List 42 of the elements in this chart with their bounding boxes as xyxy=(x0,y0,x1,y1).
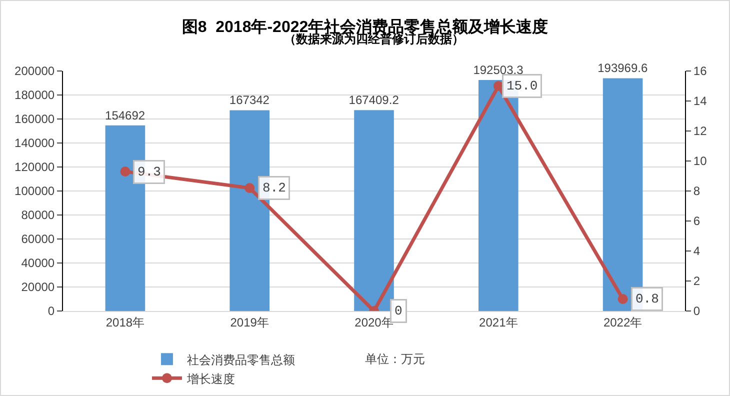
y-tick-label: 20000 xyxy=(21,280,55,294)
x-tick-label: 2018年 xyxy=(106,315,145,330)
data-label: 192503.3 xyxy=(473,63,524,77)
x-tick-label: 2021年 xyxy=(479,315,518,330)
point xyxy=(493,81,504,91)
data-label: 8.2 xyxy=(262,180,286,196)
y-tick-label: 180000 xyxy=(14,88,55,102)
y2-tick-label: 0 xyxy=(693,304,700,318)
x-tick-label: 2022年 xyxy=(603,315,642,330)
x-tick-label: 2019年 xyxy=(230,315,269,330)
y2-tick-label: 4 xyxy=(693,244,700,258)
y2-tick-label: 10 xyxy=(693,154,708,168)
legend-label: 增长速度 xyxy=(186,372,235,386)
legend-label: 社会消费品零售总额 xyxy=(186,352,295,367)
bar xyxy=(354,110,394,311)
point xyxy=(618,294,628,304)
data-label: 193969.6 xyxy=(598,61,648,76)
y-tick-label: 80000 xyxy=(21,208,55,222)
y-tick-label: 100000 xyxy=(14,184,55,198)
y2-tick-label: 2 xyxy=(693,274,700,288)
data-label: 167342 xyxy=(229,93,270,108)
point xyxy=(244,183,255,193)
y2-tick-label: 12 xyxy=(693,124,708,138)
data-label: 0 xyxy=(394,304,402,318)
y2-tick-label: 8 xyxy=(693,184,700,198)
y-tick-label: 40000 xyxy=(21,256,55,270)
data-label: 15.0 xyxy=(506,78,538,94)
y2-tick-label: 16 xyxy=(693,64,708,78)
y2-tick-label: 14 xyxy=(693,94,708,108)
data-label: 0.8 xyxy=(636,292,659,306)
y-tick-label: 120000 xyxy=(14,160,55,174)
y-tick-label: 200000 xyxy=(14,64,55,78)
y-tick-label: 0 xyxy=(48,304,55,318)
text: 单位：万元 xyxy=(365,352,425,366)
y-tick-label: 160000 xyxy=(14,112,55,126)
data-label: 9.3 xyxy=(138,164,161,180)
data-label: 154692 xyxy=(105,108,146,122)
point xyxy=(120,166,130,176)
y2-tick-label: 6 xyxy=(693,214,700,228)
y-tick-label: 60000 xyxy=(21,232,55,246)
y-tick-label: 140000 xyxy=(14,136,55,150)
data-label: 167409.2 xyxy=(348,93,400,108)
